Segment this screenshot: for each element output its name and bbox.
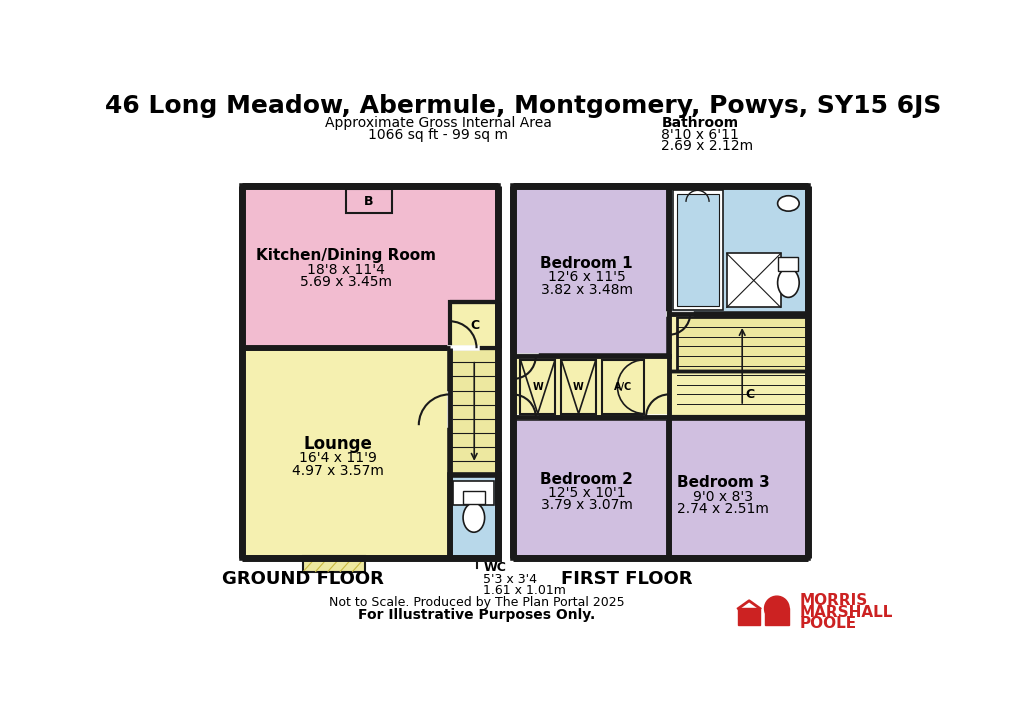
Text: 1.61 x 1.01m: 1.61 x 1.01m <box>483 584 566 598</box>
Text: MARSHALL: MARSHALL <box>799 605 893 620</box>
Bar <box>242 348 449 557</box>
Text: Bedroom 2: Bedroom 2 <box>540 472 633 487</box>
Bar <box>520 360 554 414</box>
Text: 5.69 x 3.45m: 5.69 x 3.45m <box>300 275 391 289</box>
Bar <box>449 302 497 348</box>
Bar <box>513 356 668 418</box>
Ellipse shape <box>463 503 484 532</box>
Circle shape <box>764 596 789 621</box>
Text: Approximate Gross Internal Area: Approximate Gross Internal Area <box>324 117 551 130</box>
Bar <box>560 360 595 414</box>
Text: MORRIS: MORRIS <box>799 593 867 608</box>
Text: 3.82 x 3.48m: 3.82 x 3.48m <box>540 283 632 297</box>
Text: Lounge: Lounge <box>304 436 372 454</box>
Bar <box>303 556 365 572</box>
Bar <box>513 186 668 356</box>
Bar <box>676 318 807 414</box>
Bar <box>453 482 494 505</box>
Bar <box>668 186 807 313</box>
Text: GROUND FLOOR: GROUND FLOOR <box>222 570 384 588</box>
Text: W: W <box>573 382 583 392</box>
Text: 2.74 x 2.51m: 2.74 x 2.51m <box>677 502 768 516</box>
Text: FIRST FLOOR: FIRST FLOOR <box>560 570 692 588</box>
Text: 1066 sq ft - 99 sq m: 1066 sq ft - 99 sq m <box>368 128 507 142</box>
Text: Bedroom 1: Bedroom 1 <box>540 256 633 271</box>
Bar <box>513 418 668 557</box>
Text: POOLE: POOLE <box>799 616 856 631</box>
Bar <box>668 372 807 418</box>
Bar <box>242 186 497 348</box>
Text: C: C <box>745 388 754 401</box>
Text: 2.69 x 2.12m: 2.69 x 2.12m <box>660 140 753 153</box>
Text: For Illustrative Purposes Only.: For Illustrative Purposes Only. <box>358 608 595 622</box>
Text: 46 Long Meadow, Abermule, Montgomery, Powys, SY15 6JS: 46 Long Meadow, Abermule, Montgomery, Po… <box>105 94 940 117</box>
Ellipse shape <box>776 268 799 297</box>
Text: 12'6 x 11'5: 12'6 x 11'5 <box>547 270 625 284</box>
Text: W: W <box>532 382 542 392</box>
Text: 4.97 x 3.57m: 4.97 x 3.57m <box>291 464 383 477</box>
Text: WC: WC <box>483 561 505 574</box>
Bar <box>764 608 789 626</box>
Text: B: B <box>364 194 373 207</box>
Bar <box>676 194 718 306</box>
Bar <box>727 253 780 307</box>
Bar <box>777 257 798 271</box>
Text: 16'4 x 11'9: 16'4 x 11'9 <box>299 451 376 465</box>
Bar <box>668 418 807 557</box>
Text: 3.79 x 3.07m: 3.79 x 3.07m <box>540 498 632 513</box>
Bar <box>449 475 497 557</box>
Bar <box>673 190 722 310</box>
Bar <box>738 608 759 626</box>
Text: Bedroom 3: Bedroom 3 <box>676 475 768 490</box>
Ellipse shape <box>776 196 799 211</box>
Bar <box>345 189 391 213</box>
Text: 5'3 x 3'4: 5'3 x 3'4 <box>483 572 537 585</box>
Bar <box>449 348 497 475</box>
Text: Not to Scale. Produced by The Plan Portal 2025: Not to Scale. Produced by The Plan Porta… <box>328 596 624 609</box>
Text: 12'5 x 10'1: 12'5 x 10'1 <box>547 486 625 500</box>
Text: 18'8 x 11'4: 18'8 x 11'4 <box>307 263 384 276</box>
Text: 9'0 x 8'3: 9'0 x 8'3 <box>692 490 752 504</box>
Text: Bathroom: Bathroom <box>660 117 738 130</box>
Text: 8'10 x 6'11: 8'10 x 6'11 <box>660 128 739 142</box>
Bar <box>463 492 484 504</box>
Text: C: C <box>471 318 480 332</box>
Text: A/C: A/C <box>613 382 632 392</box>
Bar <box>668 313 807 418</box>
Text: Kitchen/Dining Room: Kitchen/Dining Room <box>256 248 435 264</box>
Bar <box>601 360 644 414</box>
